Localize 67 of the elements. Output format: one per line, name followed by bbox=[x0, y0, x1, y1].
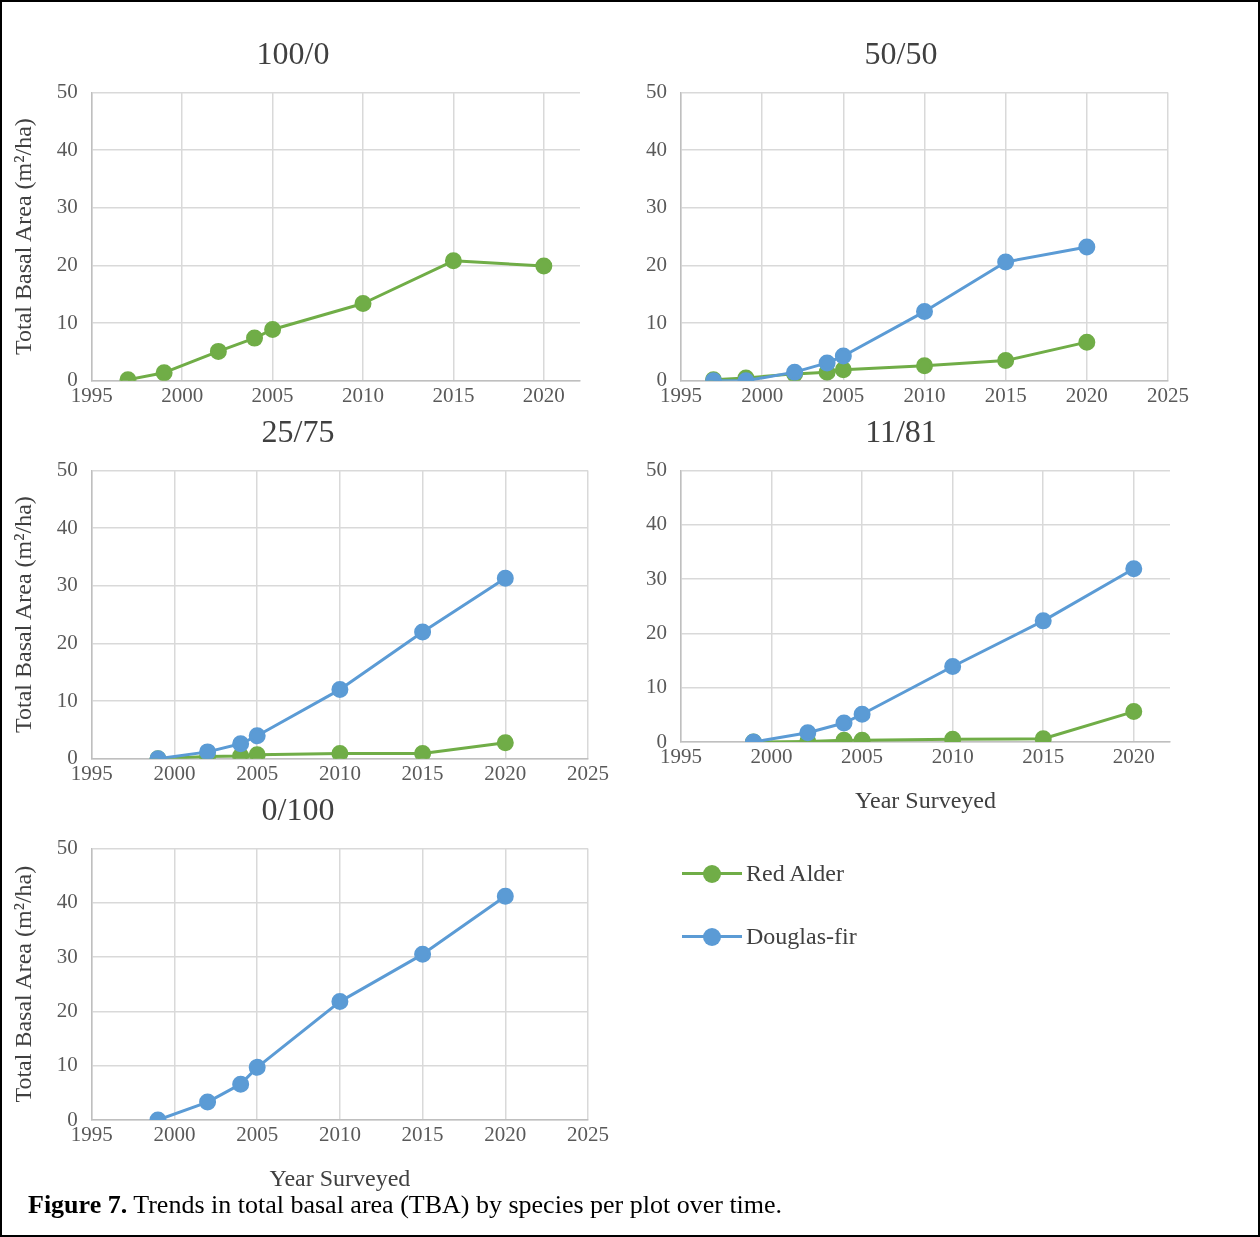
x-tick-label: 2000 bbox=[153, 760, 196, 785]
text: Trends in total basal area (TBA) by species per plot over time. bbox=[132, 1190, 783, 1219]
x-tick-label: 2010 bbox=[318, 1122, 361, 1147]
y-tick-label: 40 bbox=[56, 889, 78, 914]
x-tick-label: 2020 bbox=[1112, 744, 1155, 769]
y-tick-label: 40 bbox=[646, 511, 667, 536]
chart-title: 50/50 bbox=[864, 34, 938, 71]
x-tick-label: 2000 bbox=[161, 382, 204, 407]
y-axis-title: Total Basal Area (m²/ha) bbox=[9, 865, 36, 1103]
legend-label: Red Alder bbox=[746, 860, 844, 887]
x-tick-label: 2020 bbox=[484, 1122, 527, 1147]
chart-title: 11/81 bbox=[865, 412, 937, 449]
x-tick-label: 2005 bbox=[841, 744, 884, 769]
y-tick-label: 20 bbox=[56, 251, 78, 276]
y-tick-label: 50 bbox=[646, 78, 667, 103]
y-tick-label: 50 bbox=[56, 456, 78, 481]
y-tick-label: 10 bbox=[56, 687, 78, 712]
x-tick-label: 2005 bbox=[236, 1122, 279, 1147]
y-tick-label: 30 bbox=[56, 943, 78, 968]
y-tick-label: 20 bbox=[56, 629, 78, 654]
x-tick-label: 2010 bbox=[931, 744, 974, 769]
x-tick-label: 2010 bbox=[318, 760, 361, 785]
y-tick-label: 20 bbox=[646, 619, 667, 644]
x-tick-label: 2000 bbox=[750, 744, 793, 769]
y-tick-label: 30 bbox=[56, 572, 78, 597]
x-tick-label: 2025 bbox=[1147, 382, 1189, 407]
x-tick-label: 2005 bbox=[236, 760, 279, 785]
x-tick-label: 2020 bbox=[1065, 382, 1108, 407]
y-tick-label: 20 bbox=[56, 997, 78, 1022]
y-tick-label: 50 bbox=[646, 456, 667, 481]
x-tick-label: 2005 bbox=[251, 382, 294, 407]
x-tick-label: 2015 bbox=[401, 1122, 444, 1147]
x-tick-label: 2005 bbox=[822, 382, 865, 407]
y-axis-title: Total Basal Area (m²/ha) bbox=[9, 118, 36, 355]
x-tick-label: 2020 bbox=[484, 760, 527, 785]
y-tick-label: 30 bbox=[56, 194, 78, 219]
x-tick-label: 2000 bbox=[741, 382, 784, 407]
chart-title: 100/0 bbox=[256, 34, 330, 71]
y-tick-label: 30 bbox=[646, 194, 667, 219]
y-tick-label: 40 bbox=[56, 514, 78, 539]
x-tick-label: 2025 bbox=[567, 1122, 609, 1147]
y-tick-label: 30 bbox=[646, 565, 667, 590]
x-axis-title: Year Surveyed bbox=[269, 1164, 411, 1191]
x-tick-label: 2010 bbox=[903, 382, 946, 407]
y-tick-label: 40 bbox=[56, 136, 78, 161]
x-tick-label: 2015 bbox=[432, 382, 475, 407]
legend-label: Douglas-fir bbox=[746, 923, 857, 950]
y-tick-label: 10 bbox=[646, 674, 667, 699]
y-tick-label: 10 bbox=[56, 309, 78, 334]
y-axis-title: Total Basal Area (m²/ha) bbox=[9, 496, 36, 733]
x-tick-label: 2000 bbox=[153, 1122, 196, 1147]
x-tick-label: 2020 bbox=[522, 382, 565, 407]
x-tick-label: 2015 bbox=[401, 760, 444, 785]
x-tick-label: 2025 bbox=[567, 760, 609, 785]
chart-title: 0/100 bbox=[261, 790, 335, 827]
y-tick-label: 50 bbox=[56, 834, 78, 859]
y-tick-label: 10 bbox=[646, 309, 667, 334]
x-tick-label: 2015 bbox=[1022, 744, 1065, 769]
chart-title: 25/75 bbox=[261, 412, 335, 449]
x-tick-label: 2015 bbox=[984, 382, 1027, 407]
x-tick-label: 2010 bbox=[342, 382, 385, 407]
y-tick-label: 40 bbox=[646, 136, 667, 161]
caption: Figure 7. bbox=[28, 1190, 128, 1219]
y-tick-label: 10 bbox=[56, 1052, 78, 1077]
x-axis-title: Year Surveyed bbox=[855, 786, 996, 813]
y-tick-label: 20 bbox=[646, 251, 667, 276]
y-tick-label: 50 bbox=[56, 78, 78, 103]
